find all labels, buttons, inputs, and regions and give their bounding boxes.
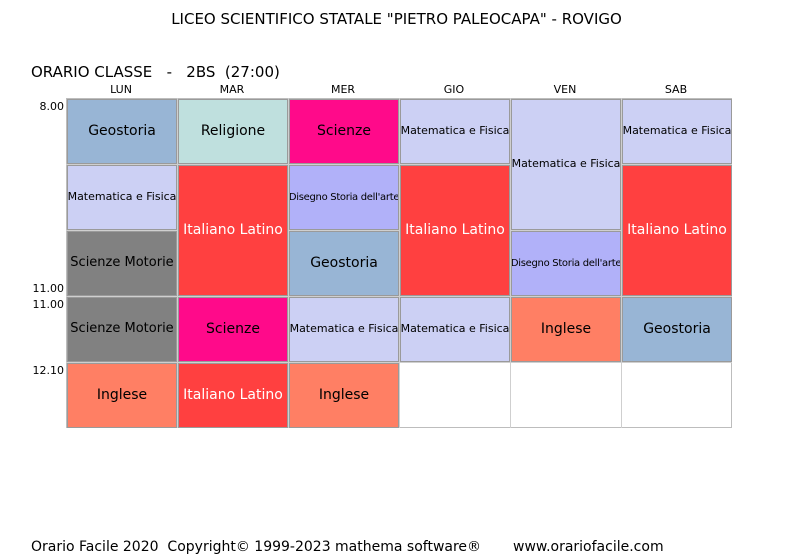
- lesson-cell-ven-1[interactable]: Matematica e Fisica: [511, 99, 621, 230]
- lesson-cell-lun-2[interactable]: Matematica e Fisica: [67, 165, 177, 230]
- lesson-cell-lun-1[interactable]: Geostoria: [67, 99, 177, 164]
- lesson-cell-mer-3[interactable]: Geostoria: [289, 231, 399, 296]
- lesson-cell-gio-1[interactable]: Matematica e Fisica: [400, 99, 510, 164]
- lesson-cell-lun-4[interactable]: Scienze Motorie: [67, 297, 177, 362]
- lesson-cell-mar-2[interactable]: Italiano Latino: [178, 165, 288, 296]
- website-link[interactable]: www.orariofacile.com: [513, 539, 664, 555]
- grid-row-divider: [66, 230, 732, 231]
- lesson-cell-sab-1[interactable]: Matematica e Fisica: [622, 99, 732, 164]
- lesson-cell-mar-4[interactable]: Scienze: [178, 297, 288, 362]
- lesson-cell-mar-1[interactable]: Religione: [178, 99, 288, 164]
- lesson-cell-ven-3[interactable]: Disegno Storia dell'arte: [511, 231, 621, 296]
- grid-row-divider: [66, 362, 732, 363]
- grid-row-divider: [66, 296, 732, 297]
- day-header-gio: GIO: [443, 83, 465, 96]
- lesson-cell-lun-3[interactable]: Scienze Motorie: [67, 231, 177, 296]
- day-header-mer: MER: [330, 83, 356, 96]
- grid-column-divider: [177, 98, 178, 428]
- grid-column-divider: [621, 98, 622, 428]
- lesson-cell-gio-2[interactable]: Italiano Latino: [400, 165, 510, 296]
- day-header-sab: SAB: [664, 83, 688, 96]
- day-header-lun: LUN: [110, 83, 132, 96]
- grid-row-divider: [66, 164, 732, 165]
- class-title: ORARIO CLASSE - 2BS (27:00): [31, 63, 280, 81]
- time-label: 12.10: [32, 364, 65, 377]
- lesson-cell-mer-1[interactable]: Scienze: [289, 99, 399, 164]
- time-label: 8.00: [39, 100, 65, 113]
- lesson-cell-ven-4[interactable]: Inglese: [511, 297, 621, 362]
- lesson-cell-mer-2[interactable]: Disegno Storia dell'arte: [289, 165, 399, 230]
- lesson-cell-mer-5[interactable]: Inglese: [289, 363, 399, 428]
- day-header-mar: MAR: [219, 83, 245, 96]
- lesson-cell-lun-5[interactable]: Inglese: [67, 363, 177, 428]
- lesson-cell-gio-4[interactable]: Matematica e Fisica: [400, 297, 510, 362]
- lesson-cell-sab-4[interactable]: Geostoria: [622, 297, 732, 362]
- time-label: 11.00: [32, 282, 65, 295]
- grid-column-divider: [288, 98, 289, 428]
- lesson-cell-mar-5[interactable]: Italiano Latino: [178, 363, 288, 428]
- lesson-cell-mer-4[interactable]: Matematica e Fisica: [289, 297, 399, 362]
- lesson-cell-sab-2[interactable]: Italiano Latino: [622, 165, 732, 296]
- grid-column-divider: [510, 98, 511, 428]
- time-label: 11.00: [32, 298, 65, 311]
- copyright-text: Orario Facile 2020 Copyright© 1999-2023 …: [31, 539, 482, 555]
- school-title: LICEO SCIENTIFICO STATALE "PIETRO PALEOC…: [171, 10, 622, 28]
- day-header-ven: VEN: [553, 83, 577, 96]
- grid-column-divider: [399, 98, 400, 428]
